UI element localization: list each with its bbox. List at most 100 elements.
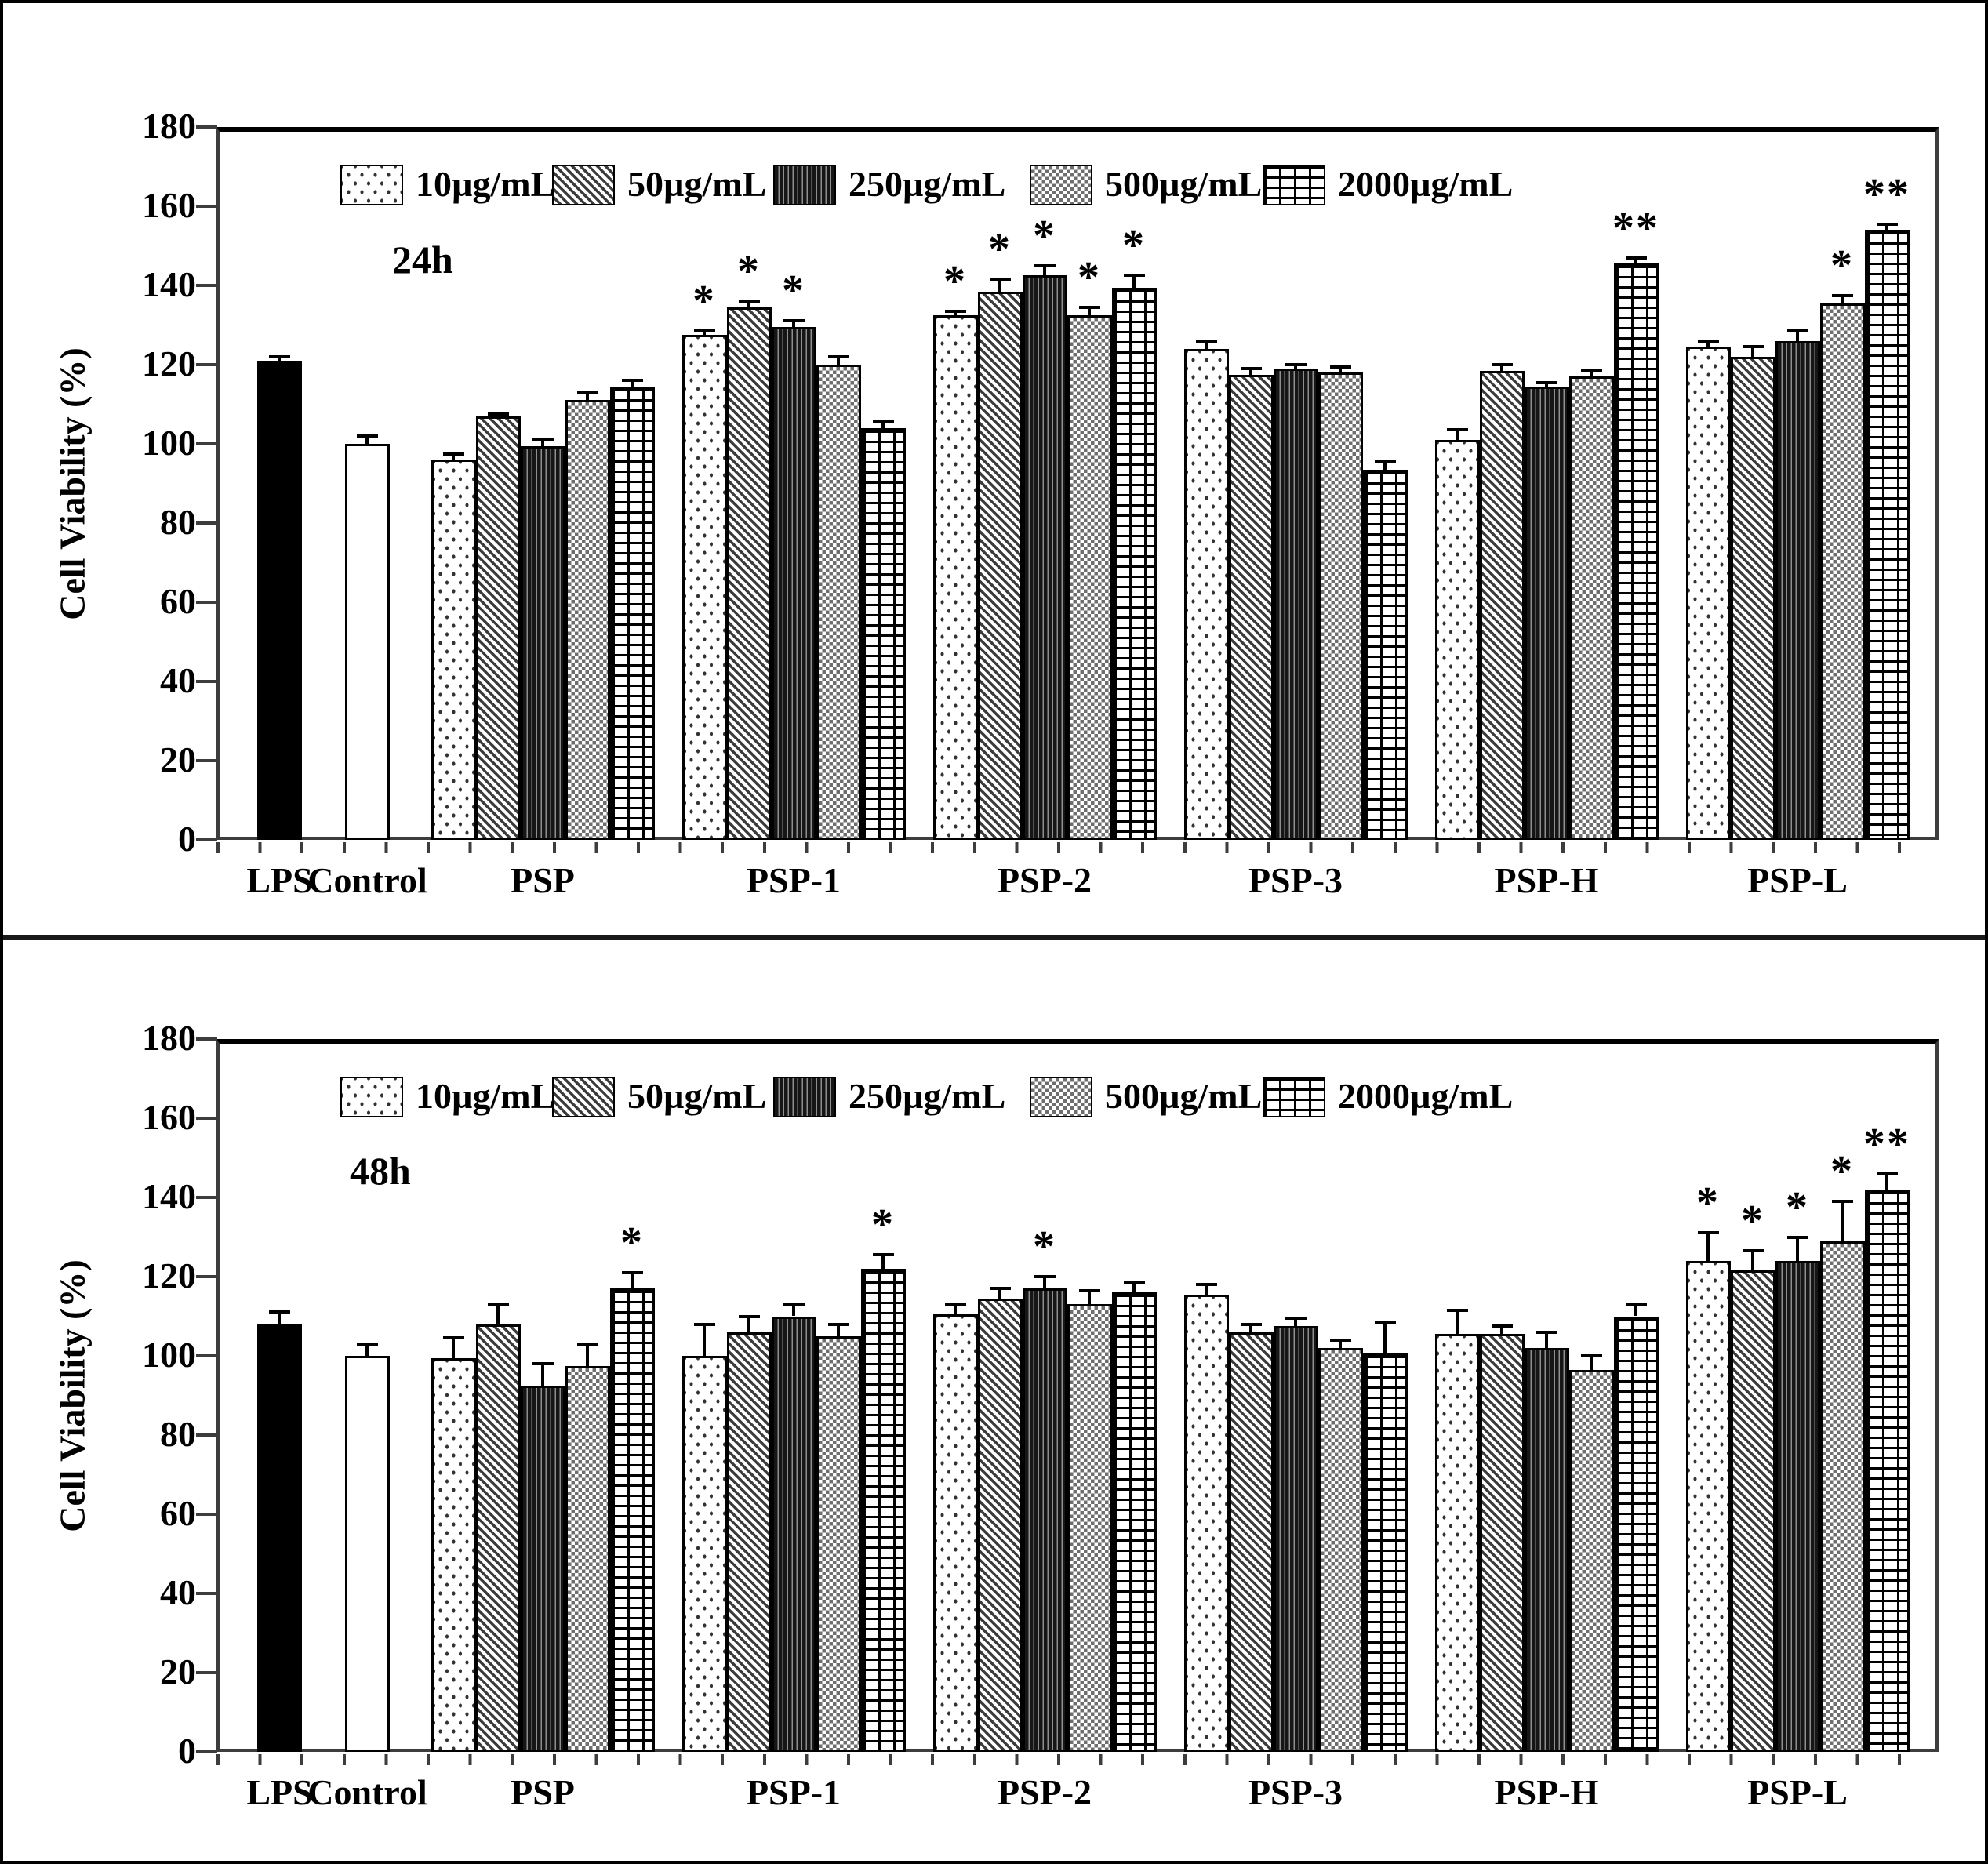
- bar: [1569, 1369, 1614, 1752]
- error-bar-cap: [622, 1270, 643, 1274]
- bar: [1363, 1353, 1408, 1752]
- bar: [933, 314, 978, 840]
- bar: [1023, 275, 1067, 840]
- x-group-label: PSP-3: [1248, 1772, 1343, 1812]
- error-bar-cap: [1241, 1322, 1262, 1326]
- x-group-label: PSP-L: [1747, 1772, 1848, 1812]
- significance-marker: *: [1122, 221, 1146, 271]
- legend-label: 10µg/mL: [416, 164, 555, 204]
- legend-label: 2000µg/mL: [1338, 1076, 1514, 1116]
- bar: [1614, 263, 1659, 840]
- error-bar-cap: [990, 278, 1011, 282]
- error-bar: [1751, 1251, 1754, 1271]
- error-bar: [1043, 265, 1046, 276]
- bar: [431, 460, 476, 840]
- error-bar: [452, 1338, 455, 1358]
- bar: [1112, 287, 1157, 840]
- error-bar-cap: [1079, 305, 1100, 309]
- bar: [1435, 1334, 1480, 1752]
- error-bar-cap: [694, 329, 715, 333]
- error-bar-cap: [1877, 1172, 1898, 1175]
- error-bar: [1249, 1324, 1252, 1332]
- error-bar: [954, 1304, 957, 1314]
- error-bar-cap: [1034, 263, 1056, 267]
- significance-marker: **: [1612, 203, 1659, 253]
- error-bar-cap: [357, 434, 378, 438]
- error-bar: [452, 453, 455, 460]
- x-group-label: PSP-1: [746, 860, 841, 900]
- bar: [1480, 370, 1525, 840]
- error-bar-cap: [1626, 256, 1647, 260]
- error-bar-cap: [622, 379, 643, 383]
- error-bar-cap: [1492, 1324, 1513, 1328]
- bar: [816, 365, 861, 840]
- error-bar-cap: [1787, 1235, 1808, 1239]
- bar: [476, 416, 521, 840]
- y-tick-mark: [196, 1354, 217, 1357]
- y-tick-mark: [196, 759, 217, 762]
- error-bar-cap: [1832, 293, 1853, 297]
- error-bar-cap: [1581, 369, 1602, 372]
- y-tick-label: 140: [142, 1176, 196, 1216]
- bar: [682, 1356, 727, 1752]
- error-bar-cap: [357, 1342, 378, 1346]
- bar: [257, 360, 302, 840]
- y-tick-label: 40: [160, 660, 196, 700]
- x-tick-marks: [216, 1754, 1939, 1765]
- y-tick-label: 20: [160, 739, 196, 779]
- y-tick-mark: [196, 442, 217, 445]
- bar: [610, 1288, 655, 1752]
- error-bar-cap: [1196, 1283, 1217, 1287]
- y-tick-mark: [196, 1750, 217, 1753]
- error-bar-cap: [1581, 1354, 1602, 1357]
- y-axis-title-48h: Cell Viability (%): [52, 1259, 93, 1532]
- bar: [1112, 1292, 1157, 1752]
- error-bar: [1751, 347, 1754, 357]
- error-bar-cap: [739, 1314, 760, 1318]
- y-tick-mark: [196, 1037, 217, 1041]
- significance-marker: *: [871, 1201, 895, 1250]
- error-bar-cap: [1626, 1303, 1647, 1306]
- significance-marker: *: [1741, 1197, 1764, 1246]
- y-tick-label: 120: [142, 1255, 196, 1295]
- error-bar-cap: [1492, 363, 1513, 366]
- bar: [610, 386, 655, 840]
- bar: [1614, 1316, 1659, 1752]
- y-tick-mark: [196, 521, 217, 525]
- error-bar: [747, 1316, 750, 1332]
- error-bar: [631, 1272, 634, 1289]
- error-bar: [1706, 340, 1710, 347]
- error-bar-cap: [739, 300, 760, 303]
- bar: [1363, 469, 1408, 840]
- y-tick-label: 140: [142, 264, 196, 304]
- error-bar-cap: [1447, 1308, 1468, 1312]
- bar: [1184, 1294, 1229, 1752]
- legend-label: 500µg/mL: [1105, 164, 1263, 204]
- bar: [521, 445, 565, 840]
- x-group-label: PSP-2: [997, 860, 1092, 900]
- y-tick-mark: [196, 601, 217, 604]
- significance-marker: *: [737, 247, 761, 296]
- error-bar-cap: [577, 391, 598, 394]
- error-bar: [1885, 223, 1888, 231]
- legend-swatch-diagonal: [552, 1077, 615, 1117]
- y-tick-mark: [196, 1513, 217, 1516]
- error-bar-cap: [1787, 329, 1808, 333]
- legend-label: 2000µg/mL: [1338, 164, 1514, 204]
- error-bar: [1500, 1326, 1503, 1335]
- bar: [772, 1316, 816, 1752]
- error-bar: [703, 1324, 706, 1356]
- x-category-label: Control: [307, 860, 427, 900]
- error-bar-cap: [577, 1342, 598, 1346]
- x-group-label: PSP: [511, 1772, 575, 1812]
- significance-marker: *: [782, 267, 805, 316]
- error-bar: [1132, 275, 1136, 288]
- y-tick-label: 160: [142, 185, 196, 225]
- error-bar: [837, 1324, 840, 1336]
- bar: [257, 1324, 302, 1752]
- error-bar-cap: [783, 319, 805, 323]
- panel-divider: [3, 935, 1985, 940]
- error-bar: [1885, 1173, 1888, 1190]
- bar: [345, 444, 390, 840]
